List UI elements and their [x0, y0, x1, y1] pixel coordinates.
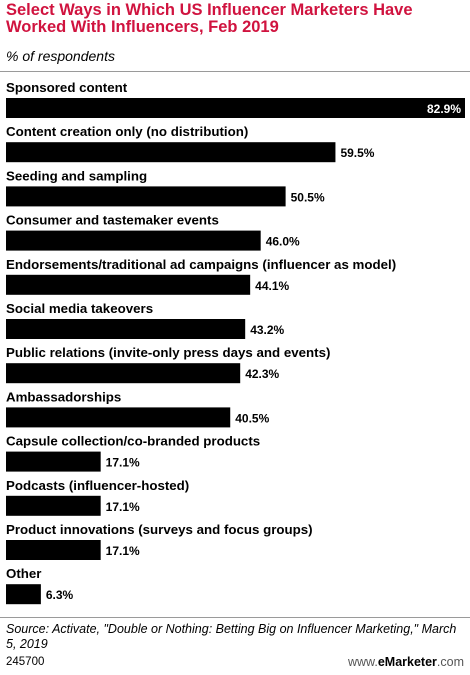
source-note: Source: Activate, "Double or Nothing: Be… — [6, 622, 457, 651]
bar — [6, 230, 261, 251]
category-label: Product innovations (surveys and focus g… — [6, 522, 313, 537]
category-label: Podcasts (influencer-hosted) — [6, 478, 189, 493]
category-label: Sponsored content — [6, 80, 128, 95]
value-label: 6.3% — [46, 588, 74, 602]
value-label: 59.5% — [340, 146, 374, 160]
top-divider — [0, 71, 470, 72]
bar — [6, 407, 231, 428]
value-label: 17.1% — [106, 544, 140, 558]
value-label: 82.9% — [427, 102, 461, 116]
category-label: Social media takeovers — [6, 301, 153, 316]
chart-title: Select Ways in Which US Influencer Marke… — [6, 1, 413, 36]
bar — [6, 274, 251, 295]
brand-name: eMarketer — [377, 655, 437, 669]
category-label: Endorsements/traditional ad campaigns (i… — [6, 257, 396, 272]
value-label: 17.1% — [106, 456, 140, 470]
category-label: Content creation only (no distribution) — [6, 124, 248, 139]
bottom-divider — [0, 617, 470, 618]
emarketer-logo: www.eMarketer.com — [348, 655, 464, 669]
bar — [6, 540, 101, 560]
brand-prefix: www. — [347, 655, 378, 669]
category-label: Other — [6, 566, 41, 581]
value-label: 42.3% — [245, 367, 279, 381]
value-label: 17.1% — [106, 500, 140, 514]
value-label: 50.5% — [291, 190, 325, 204]
bar — [6, 451, 101, 472]
value-label: 43.2% — [250, 323, 284, 337]
category-label: Capsule collection/co-branded products — [6, 434, 260, 449]
chart-subtitle: % of respondents — [6, 48, 115, 64]
value-label: 40.5% — [235, 411, 269, 425]
category-label: Consumer and tastemaker events — [6, 213, 219, 228]
bar-chart: Sponsored content 82.9% Content creation o… — [6, 80, 465, 605]
bar — [6, 495, 101, 516]
bar — [6, 142, 336, 163]
brand-suffix: .com — [436, 655, 464, 669]
bar — [6, 584, 41, 605]
category-label: Public relations (invite-only press days… — [6, 345, 330, 360]
value-label: 44.1% — [255, 279, 289, 293]
bar — [6, 186, 286, 207]
bar — [6, 319, 246, 339]
bar — [6, 363, 241, 384]
value-label: 46.0% — [266, 235, 300, 249]
chart-id: 245700 — [6, 656, 45, 668]
category-label: Seeding and sampling — [6, 168, 147, 183]
category-label: Ambassadorships — [6, 389, 121, 404]
bar — [6, 98, 465, 118]
